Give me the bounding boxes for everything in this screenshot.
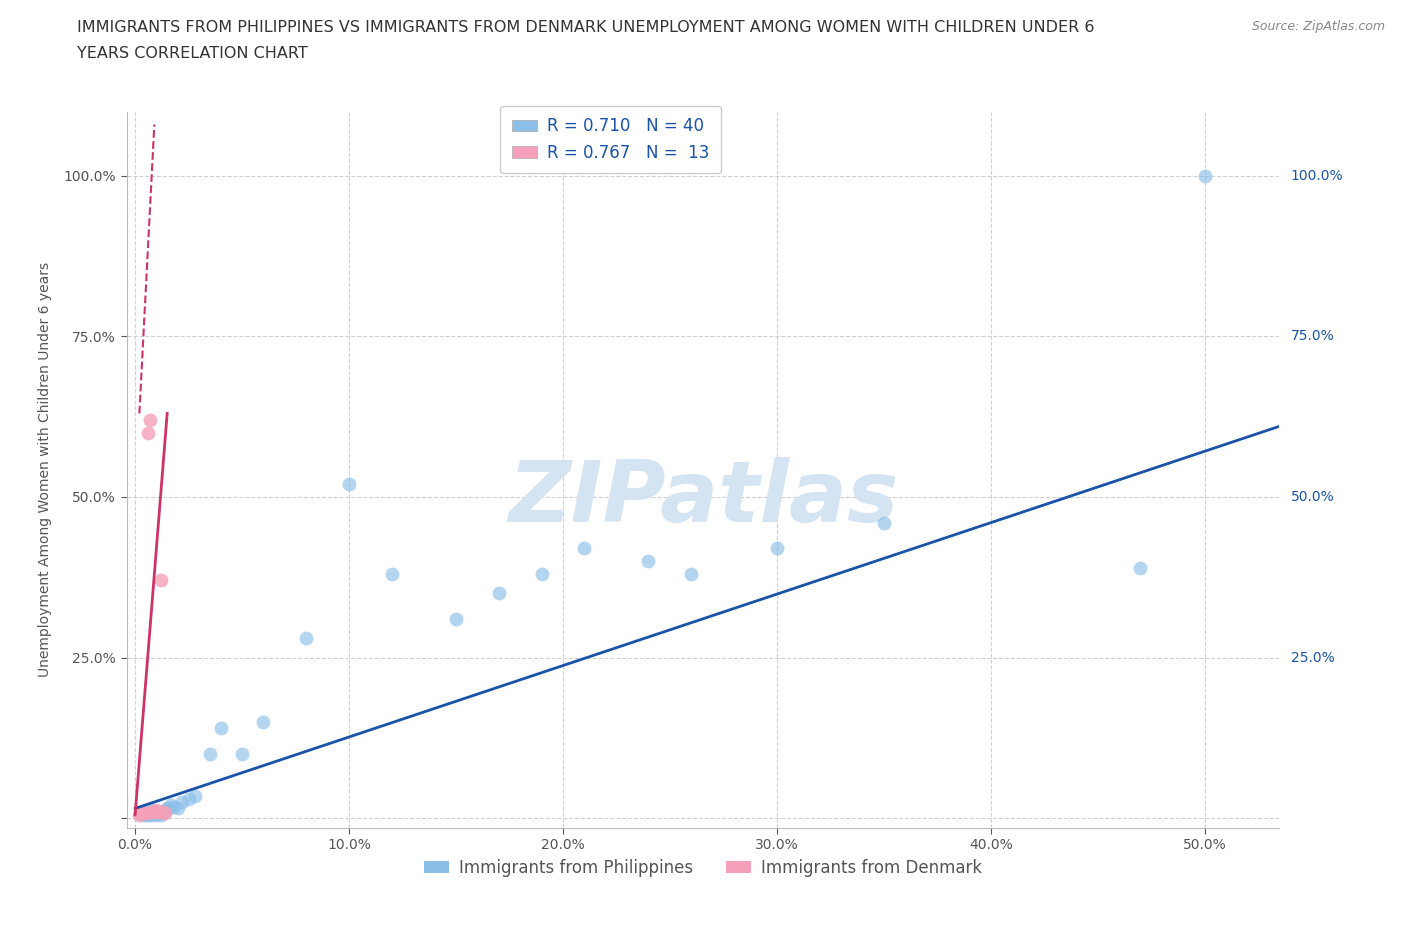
Point — [444, 612, 467, 627]
Point — [381, 566, 404, 581]
Text: ZIPatlas: ZIPatlas — [508, 457, 898, 539]
Point — [153, 805, 176, 820]
Point — [136, 425, 159, 440]
Point — [198, 747, 221, 762]
Point — [295, 631, 318, 645]
Point — [139, 412, 162, 427]
Point — [141, 804, 163, 819]
Point — [637, 553, 659, 568]
Point — [1194, 168, 1216, 183]
Point — [149, 573, 172, 588]
Text: 50.0%: 50.0% — [1291, 490, 1334, 504]
Point — [132, 805, 155, 820]
Text: 75.0%: 75.0% — [1291, 329, 1334, 343]
Y-axis label: Unemployment Among Women with Children Under 6 years: Unemployment Among Women with Children U… — [38, 262, 52, 677]
Point — [145, 803, 167, 817]
Point — [149, 807, 172, 822]
Point — [681, 566, 703, 581]
Point — [160, 798, 183, 813]
Point — [143, 805, 166, 820]
Point — [149, 804, 172, 819]
Point — [156, 801, 179, 816]
Text: Source: ZipAtlas.com: Source: ZipAtlas.com — [1251, 20, 1385, 33]
Point — [131, 807, 153, 822]
Point — [530, 566, 553, 581]
Point — [172, 794, 194, 809]
Point — [574, 541, 596, 556]
Point — [141, 803, 163, 817]
Point — [177, 791, 200, 806]
Text: IMMIGRANTS FROM PHILIPPINES VS IMMIGRANTS FROM DENMARK UNEMPLOYMENT AMONG WOMEN : IMMIGRANTS FROM PHILIPPINES VS IMMIGRANT… — [77, 20, 1095, 35]
Text: 25.0%: 25.0% — [1291, 650, 1334, 665]
Point — [152, 804, 174, 819]
Point — [128, 807, 150, 822]
Point — [135, 807, 157, 822]
Point — [135, 805, 157, 820]
Point — [148, 804, 170, 819]
Text: 100.0%: 100.0% — [1291, 169, 1343, 183]
Point — [231, 747, 253, 762]
Point — [157, 801, 180, 816]
Point — [184, 788, 207, 803]
Point — [209, 721, 232, 736]
Point — [488, 586, 510, 601]
Point — [145, 804, 167, 819]
Point — [141, 807, 163, 822]
Legend: Immigrants from Philippines, Immigrants from Denmark: Immigrants from Philippines, Immigrants … — [418, 853, 988, 884]
Point — [139, 804, 162, 819]
Point — [131, 804, 153, 819]
Point — [1129, 560, 1152, 575]
Point — [873, 515, 896, 530]
Point — [145, 807, 167, 822]
Point — [765, 541, 787, 556]
Text: YEARS CORRELATION CHART: YEARS CORRELATION CHART — [77, 46, 308, 60]
Point — [143, 804, 166, 819]
Point — [152, 805, 174, 820]
Point — [153, 803, 176, 817]
Point — [337, 477, 360, 492]
Point — [136, 807, 159, 822]
Point — [162, 799, 184, 814]
Point — [167, 801, 190, 816]
Point — [252, 714, 274, 729]
Point — [148, 805, 170, 820]
Point — [135, 804, 157, 819]
